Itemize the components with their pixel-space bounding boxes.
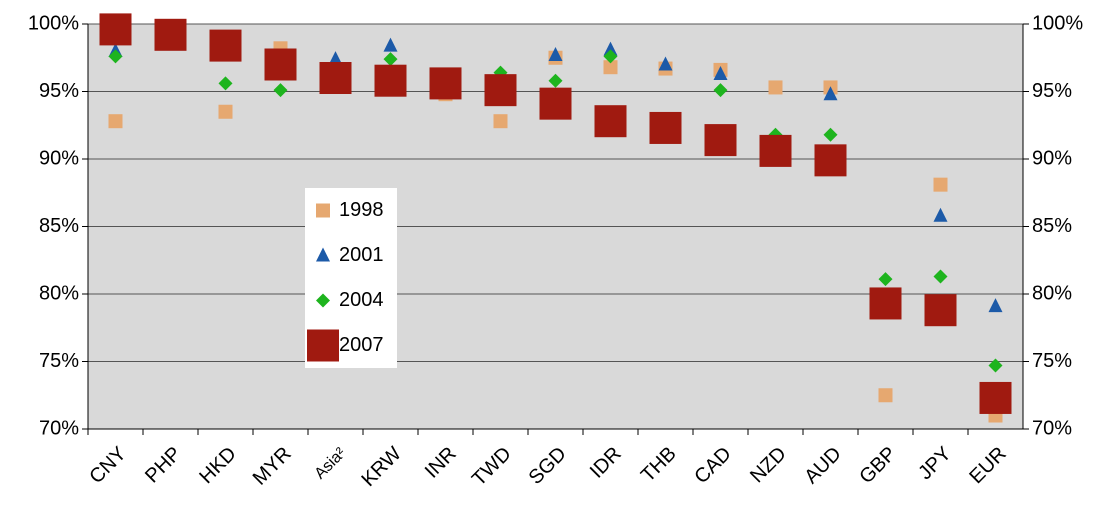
legend-marker <box>307 329 339 362</box>
point <box>383 37 398 52</box>
x-tick-label: MYR <box>249 443 296 490</box>
point <box>539 87 572 120</box>
x-tick-label: IDR <box>586 443 626 483</box>
point <box>878 272 893 287</box>
legend-label: 1998 <box>339 199 384 221</box>
point <box>594 105 627 138</box>
y-tick-label: 80% <box>39 282 79 304</box>
y-tick-label: 95% <box>39 80 79 102</box>
point <box>603 49 618 64</box>
point <box>429 67 462 100</box>
x-tick-label: CNY <box>85 443 130 488</box>
point <box>603 41 618 56</box>
point <box>383 52 398 67</box>
y2-tick-label: 70% <box>1032 417 1072 439</box>
point <box>548 73 563 88</box>
point <box>99 13 132 46</box>
x-tick-label: INR <box>421 443 461 483</box>
point <box>713 65 728 80</box>
point <box>264 48 297 81</box>
x-tick-label: AUD <box>800 443 845 488</box>
x-tick-label: KRW <box>357 443 405 491</box>
y2-tick-label: 85% <box>1032 215 1072 237</box>
point <box>108 114 123 129</box>
y2-tick-label: 100% <box>1032 12 1083 34</box>
point <box>933 177 948 192</box>
point <box>273 83 288 98</box>
x-tick-label: NZD <box>746 443 791 488</box>
point <box>328 51 343 66</box>
point <box>878 388 893 403</box>
point <box>374 64 407 97</box>
point <box>319 62 352 94</box>
point <box>933 269 948 284</box>
point <box>218 76 233 91</box>
point <box>759 134 792 167</box>
point <box>218 104 233 119</box>
x-tick-label: THB <box>637 443 681 487</box>
point <box>988 358 1003 373</box>
x-tick-label: SGD <box>525 443 571 489</box>
x-tick-label: PHP <box>141 443 186 488</box>
legend-label: 2007 <box>339 334 384 356</box>
point <box>988 298 1003 313</box>
point <box>814 144 847 177</box>
x-tick-label: EUR <box>965 443 1010 488</box>
legend-marker <box>316 247 330 262</box>
y-tick-label: 75% <box>39 350 79 372</box>
point <box>768 80 783 95</box>
x-tick-label: GBP <box>855 443 900 488</box>
legend-label: 2001 <box>339 244 384 266</box>
point <box>108 49 123 64</box>
x-tick-label: Asia² <box>312 444 350 482</box>
point <box>603 60 618 75</box>
point <box>979 381 1012 414</box>
y-tick-label: 90% <box>39 147 79 169</box>
x-tick-label: JPY <box>914 443 955 484</box>
y2-tick-label: 90% <box>1032 147 1072 169</box>
point <box>658 56 673 71</box>
point <box>493 114 508 129</box>
legend-marker <box>316 293 330 308</box>
point <box>713 83 728 98</box>
point <box>484 74 517 107</box>
point <box>209 29 242 62</box>
y2-tick-label: 95% <box>1032 80 1072 102</box>
y-tick-label: 100% <box>28 12 79 34</box>
point <box>704 124 737 157</box>
point <box>548 47 563 62</box>
legend-marker <box>316 203 330 218</box>
x-tick-label: TWD <box>468 443 516 491</box>
y2-tick-label: 75% <box>1032 350 1072 372</box>
point <box>823 127 838 142</box>
point <box>823 86 838 101</box>
x-tick-label: HKD <box>195 443 240 488</box>
point <box>649 111 682 144</box>
y2-tick-label: 80% <box>1032 282 1072 304</box>
y-tick-label: 70% <box>39 417 79 439</box>
x-tick-label: CAD <box>690 443 735 488</box>
point <box>869 287 902 320</box>
point <box>924 294 957 327</box>
point <box>933 207 948 222</box>
legend-label: 2004 <box>339 289 384 311</box>
y-tick-label: 85% <box>39 215 79 237</box>
point <box>154 18 187 51</box>
